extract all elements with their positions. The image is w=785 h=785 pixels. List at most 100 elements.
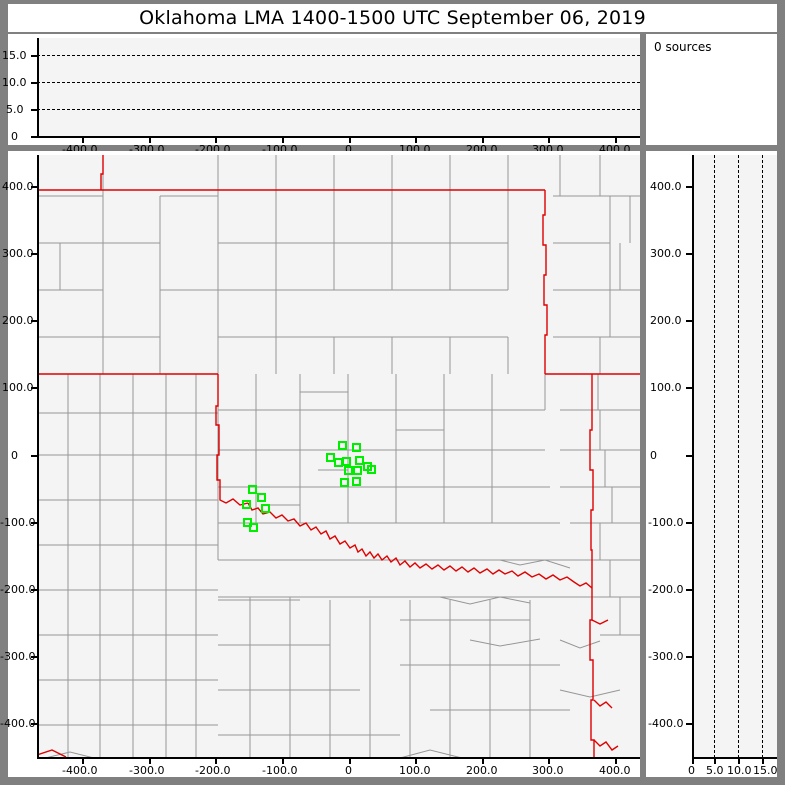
right-gridline-10 (738, 155, 739, 758)
top-xtick--400 (82, 137, 84, 143)
right-xtick-15 (762, 758, 764, 764)
right-ylabel-200: 200.0 (650, 314, 682, 327)
map-ylabel-200: 200.0 (2, 314, 34, 327)
map-ytick--400 (31, 723, 37, 725)
map-ytick--300 (31, 656, 37, 658)
map-ylabel-100: 100.0 (2, 381, 34, 394)
top-xtick-200 (482, 137, 484, 143)
top-gridline-5 (37, 109, 640, 110)
top-gridline-15 (37, 55, 640, 56)
right-ytick--400 (686, 723, 692, 725)
sources-panel: 0 sources (646, 34, 777, 145)
top-xtick--200 (215, 137, 217, 143)
map-ylabel--200: -200.0 (0, 583, 36, 596)
top-xtick-0 (349, 137, 351, 143)
map-xtick--300 (149, 758, 151, 764)
map-xtick--100 (282, 758, 284, 764)
top-ytick-10 (31, 82, 37, 84)
source-marker (249, 523, 258, 532)
right-panel-y-axis (692, 155, 694, 758)
map-xtick--200 (215, 758, 217, 764)
sources-count-label: 0 sources (654, 40, 712, 54)
source-marker (257, 493, 266, 502)
map-xlabel--100: -100.0 (262, 764, 298, 777)
map-xtick-100 (415, 758, 417, 764)
right-ylabel-400: 400.0 (650, 180, 682, 193)
source-marker (340, 478, 349, 487)
right-plot-area (692, 155, 777, 758)
source-marker (326, 453, 335, 462)
top-xtick--100 (282, 137, 284, 143)
map-plot-area[interactable] (37, 155, 640, 758)
right-ytick-400 (686, 186, 692, 188)
source-marker (342, 457, 351, 466)
source-marker (352, 443, 361, 452)
right-xlabel-10: 10.0 (727, 764, 752, 777)
source-marker (367, 465, 376, 474)
map-xlabel-400: 400.0 (599, 764, 631, 777)
right-ytick-200 (686, 320, 692, 322)
map-xlabel--200: -200.0 (195, 764, 231, 777)
top-gridline-10 (37, 82, 640, 83)
right-ytick--200 (686, 589, 692, 591)
source-marker (338, 441, 347, 450)
right-ytick--300 (686, 656, 692, 658)
top-ylabel-15: 15.0 (2, 49, 27, 62)
right-xtick-5 (714, 758, 716, 764)
right-xtick-10 (738, 758, 740, 764)
map-xtick-300 (548, 758, 550, 764)
right-ylabel-0: 0 (650, 449, 657, 462)
source-marker (353, 466, 362, 475)
right-xlabel-15: 15.0 (753, 764, 778, 777)
right-ytick-0 (686, 455, 692, 457)
map-ylabel-0: 0 (11, 449, 18, 462)
right-ylabel--400: -400.0 (648, 717, 684, 730)
map-xlabel--300: -300.0 (129, 764, 165, 777)
source-marker (242, 500, 251, 509)
right-xtick-0 (692, 758, 694, 764)
map-ylabel-400: 400.0 (2, 180, 34, 193)
title-bar: Oklahoma LMA 1400-1500 UTC September 06,… (8, 4, 777, 32)
map-ytick-0 (31, 455, 37, 457)
source-marker (243, 518, 252, 527)
map-x-axis (37, 757, 640, 759)
map-ylabel--300: -300.0 (0, 650, 36, 663)
top-xlabel-0: 0 (345, 143, 352, 156)
right-xlabel-0: 0 (688, 764, 695, 777)
right-ylabel--200: -200.0 (648, 583, 684, 596)
map-xlabel--400: -400.0 (62, 764, 98, 777)
map-ytick-200 (31, 320, 37, 322)
map-ylabel--100: -100.0 (0, 516, 36, 529)
right-panel-x-axis (692, 757, 777, 759)
map-ylabel-300: 300.0 (2, 247, 34, 260)
top-ytick-0 (31, 136, 37, 138)
top-ytick-5 (31, 109, 37, 111)
top-plot-area (37, 38, 640, 137)
right-ytick-100 (686, 387, 692, 389)
top-ytick-15 (31, 55, 37, 57)
map-ytick--200 (31, 589, 37, 591)
right-gridline-15 (762, 155, 763, 758)
map-xtick-200 (482, 758, 484, 764)
right-xlabel-5: 5.0 (706, 764, 724, 777)
map-xlabel-200: 200.0 (466, 764, 498, 777)
source-marker (344, 466, 353, 475)
map-y-axis (37, 155, 39, 758)
source-marker (248, 485, 257, 494)
top-ylabel-0: 0 (11, 130, 18, 143)
top-xtick-400 (615, 137, 617, 143)
right-gridline-5 (714, 155, 715, 758)
source-marker (355, 456, 364, 465)
top-xtick-300 (548, 137, 550, 143)
map-xlabel-0: 0 (345, 764, 352, 777)
map-xtick--400 (82, 758, 84, 764)
right-ylabel-100: 100.0 (650, 381, 682, 394)
top-panel-x-axis (37, 136, 640, 138)
top-ylabel-5: 5.0 (6, 103, 24, 116)
map-ylabel--400: -400.0 (0, 717, 36, 730)
right-ytick-300 (686, 253, 692, 255)
page-title: Oklahoma LMA 1400-1500 UTC September 06,… (139, 7, 646, 29)
top-ylabel-10: 10.0 (2, 76, 27, 89)
